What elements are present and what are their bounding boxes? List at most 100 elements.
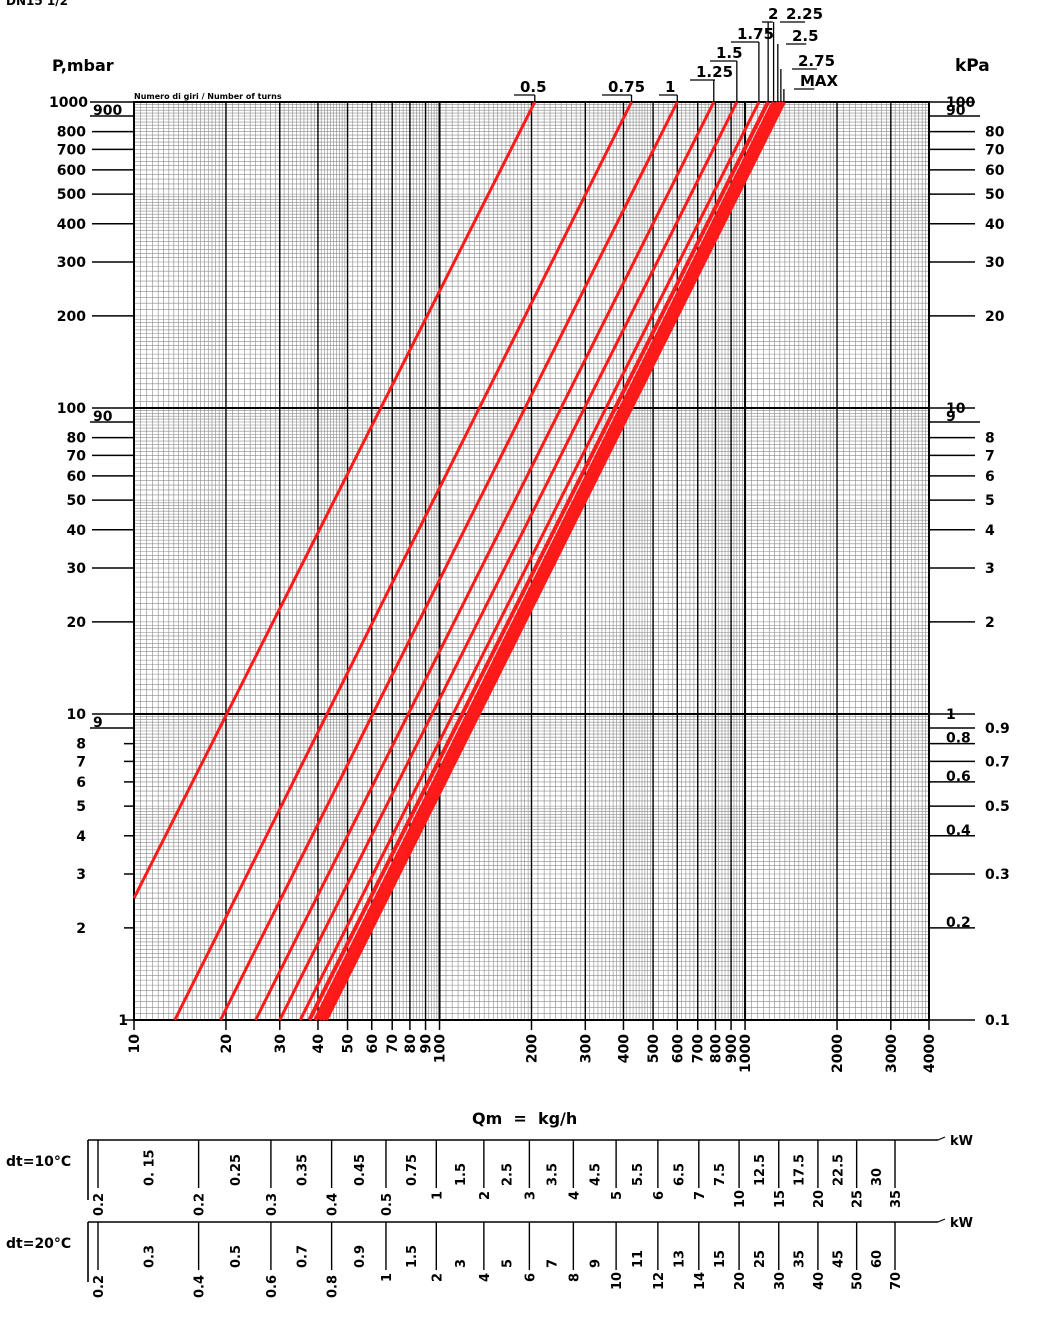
power-scale-lower-label: 40 [812, 1272, 827, 1290]
y-right-tick-label: 0.7 [985, 754, 1010, 770]
power-scale-upper-label: 11 [631, 1250, 646, 1268]
series-label: 1.25 [696, 63, 733, 81]
y-left-tick-label: 1 [118, 1013, 128, 1029]
series-label: 2 [768, 5, 778, 23]
series-labels: 0.5 0.75 1 1.251.51.75 2 2.25 2.5 2.75 MAX [514, 5, 839, 102]
series-line [317, 101, 780, 1021]
series-label: 2.25 [786, 5, 823, 23]
y-right-tick-label: 6 [985, 469, 995, 485]
power-scale-lower-label: 0.2 [193, 1193, 208, 1216]
y-right-tick-label: 20 [985, 309, 1005, 325]
y-right-tick-label: 2 [985, 615, 995, 631]
y-left-tick-label: 90 [93, 409, 113, 425]
y-left-tick-label: 80 [67, 431, 87, 447]
y-right-tick-label: 0.5 [985, 799, 1010, 815]
y-left-tick-label: 800 [57, 125, 86, 141]
x-tick-label: 500 [646, 1034, 662, 1063]
power-scale-lower-label: 0.4 [326, 1193, 341, 1216]
power-scale-upper-label: 15 [713, 1250, 728, 1268]
y-right-tick-label: 3 [985, 561, 995, 577]
power-scale-lower-label: 0.6 [265, 1275, 280, 1298]
power-scale-upper-label: 0.5 [229, 1245, 244, 1268]
subtitle: Numero di giri / Number of turns [134, 92, 282, 101]
series-lines [132, 101, 786, 1021]
series-label: 0.5 [520, 78, 547, 96]
header-model: DN15 1/2 [6, 0, 68, 8]
series-line [307, 101, 770, 1021]
y-right-tick-label: 10 [946, 401, 966, 417]
power-scale-upper-label: 1.5 [405, 1245, 420, 1268]
power-scale-upper-label: 0.75 [405, 1154, 420, 1186]
y-right-tick-label: 8 [985, 431, 995, 447]
y-left-tick-label: 100 [57, 401, 86, 417]
power-scale-lower-label: 12 [652, 1272, 667, 1290]
power-scale-lower-label: 25 [851, 1190, 866, 1208]
series-label: MAX [800, 72, 839, 90]
y-right-tick-label: 0.6 [946, 769, 971, 785]
left-axis-label: P,mbar [52, 56, 114, 75]
y-left-tick-label: 900 [93, 103, 122, 119]
x-tick-label: 80 [403, 1034, 419, 1054]
power-scale-upper-label: 45 [831, 1250, 846, 1268]
power-scale-upper-label: 3 [454, 1259, 469, 1268]
grid-major [134, 102, 929, 1020]
power-scale-lower-label: 70 [889, 1272, 904, 1290]
y-right-tick-label: 1 [946, 707, 956, 723]
y-left-tick-label: 9 [93, 715, 103, 731]
x-tick-label: 600 [670, 1034, 686, 1063]
power-scale-upper-label: 1.5 [454, 1163, 469, 1186]
y-right-tick-label: 70 [985, 142, 1005, 158]
power-scale-upper-label: 0. 15 [142, 1149, 157, 1186]
power-scale-lower-label: 0.5 [380, 1193, 395, 1216]
power-scale-upper-label: 0.3 [142, 1245, 157, 1268]
y-right-tick-label: 90 [946, 103, 966, 119]
x-tick-label: 60 [365, 1034, 381, 1054]
power-scale-upper-label: 5 [501, 1259, 516, 1268]
y-left-tick-label: 3 [76, 867, 86, 883]
power-scale-upper-label: 22.5 [831, 1154, 846, 1186]
power-scale-lower-label: 14 [693, 1272, 708, 1290]
x-tick-label: 50 [341, 1034, 357, 1054]
x-tick-label: 900 [724, 1034, 740, 1063]
series-label: 0.75 [608, 78, 645, 96]
power-scale-lower-label: 8 [567, 1273, 582, 1282]
power-scale-lower-label: 0.3 [265, 1193, 280, 1216]
power-scale-lower-label: 0.8 [326, 1275, 341, 1298]
power-scale-lower-label: 7 [693, 1191, 708, 1200]
y-left-tick-label: 700 [57, 142, 86, 158]
series-label: 1.5 [716, 44, 743, 62]
y-left-tick-label: 400 [57, 217, 86, 233]
y-right-tick-label: 4 [985, 523, 995, 539]
series-line [132, 101, 537, 899]
y-left-tick-label: 1000 [49, 95, 88, 111]
y-right-tick-label: 50 [985, 187, 1005, 203]
series-line [298, 101, 761, 1021]
power-scale-lower-label: 10 [733, 1190, 748, 1208]
y-left-tick-label: 8 [76, 737, 86, 753]
power-scale-upper-label: 12.5 [753, 1154, 768, 1186]
y-left-tick-label: 2 [76, 921, 86, 937]
power-scale-unit: kW [950, 1134, 973, 1149]
power-scale-upper-label: 9 [589, 1259, 604, 1268]
series-label: 1 [665, 78, 675, 96]
y-right-tick-label: 0.2 [946, 915, 971, 931]
power-scale-upper-label: 7.5 [713, 1163, 728, 1186]
x-tick-label: 10 [127, 1034, 143, 1054]
power-scale-upper-label: 60 [870, 1250, 885, 1268]
x-tick-label: 20 [219, 1034, 235, 1054]
series-line [254, 101, 716, 1021]
x-tick-label: 300 [578, 1034, 594, 1063]
tick-labels: 1234567891020304050607080901002003004005… [49, 95, 1010, 1073]
y-right-tick-label: 100 [946, 95, 975, 111]
power-scale-lower-label: 10 [610, 1272, 625, 1290]
series-label: 1.75 [737, 25, 774, 43]
y-right-tick-label: 40 [985, 217, 1005, 233]
y-left-tick-label: 20 [67, 615, 87, 631]
power-scale-label: dt=20°C [6, 1236, 71, 1252]
power-scale-upper-label: 4.5 [589, 1163, 604, 1186]
series-line [219, 101, 679, 1021]
x-tick-label: 70 [385, 1034, 401, 1054]
power-scale-upper-label: 0.25 [229, 1154, 244, 1186]
x-tick-label: 1000 [738, 1034, 754, 1073]
power-scale-lower-label: 20 [733, 1272, 748, 1290]
